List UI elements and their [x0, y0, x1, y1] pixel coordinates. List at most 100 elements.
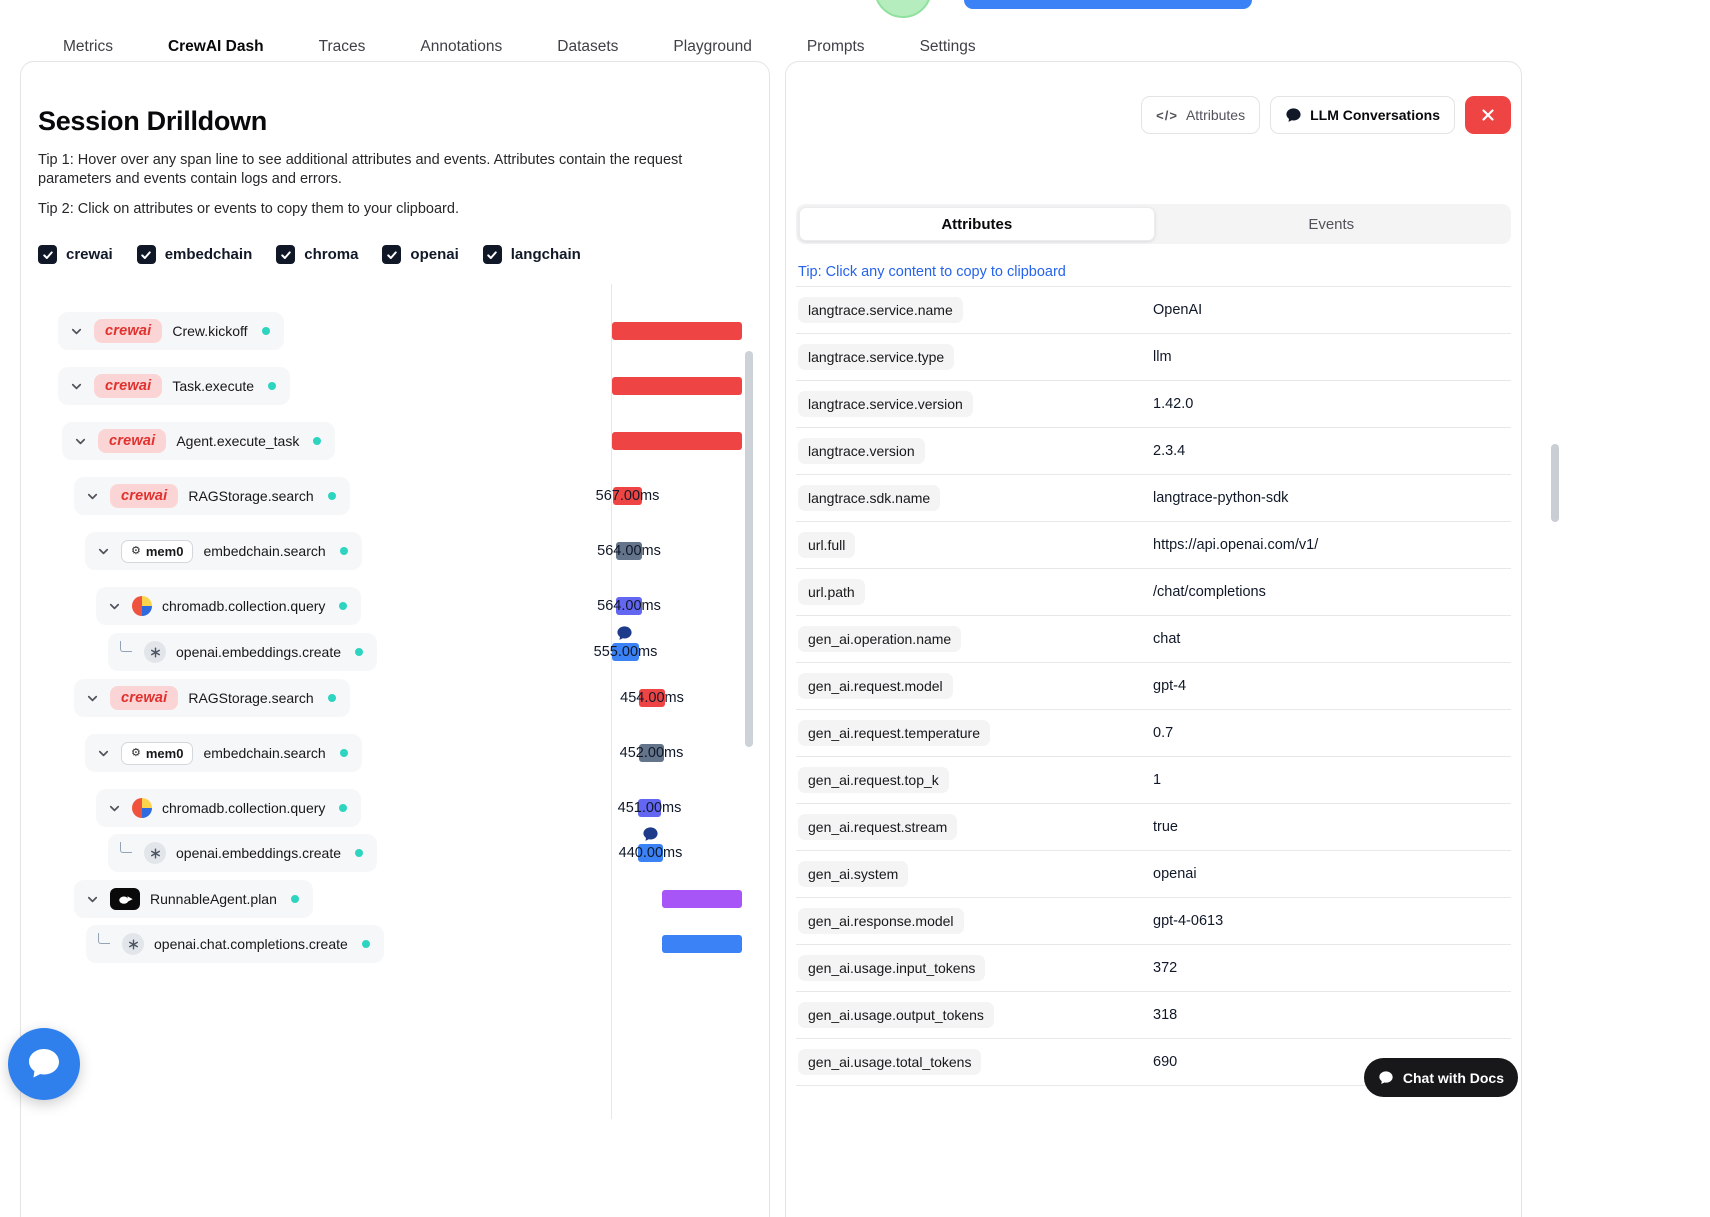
span-bar[interactable] [612, 377, 742, 395]
span-bar[interactable] [662, 935, 742, 953]
attribute-key[interactable]: gen_ai.request.model [798, 673, 953, 699]
span-row[interactable]: openai.chat.completions.create [86, 925, 384, 963]
llm-conversations-button[interactable]: LLM Conversations [1270, 96, 1455, 134]
attribute-value[interactable]: https://api.openai.com/v1/ [1153, 537, 1319, 553]
attribute-key[interactable]: gen_ai.response.model [798, 908, 964, 934]
chat-with-docs-button[interactable]: Chat with Docs [1363, 1058, 1518, 1097]
tab-settings[interactable]: Settings [919, 38, 976, 55]
attribute-value[interactable]: 690 [1153, 1054, 1178, 1070]
attribute-key[interactable]: gen_ai.system [798, 861, 909, 887]
attribute-key[interactable]: gen_ai.usage.input_tokens [798, 955, 986, 981]
span-bar[interactable] [612, 322, 742, 340]
checkbox-embedchain[interactable] [136, 245, 156, 265]
llm-bubble-icon[interactable] [616, 625, 633, 642]
tab-annotations[interactable]: Annotations [420, 38, 503, 55]
span-row[interactable]: ⚙ mem0 embedchain.search [85, 734, 362, 772]
attribute-value[interactable]: 372 [1153, 960, 1178, 976]
attribute-value[interactable]: /chat/completions [1153, 584, 1266, 600]
tab-traces[interactable]: Traces [318, 38, 366, 55]
filter-chroma[interactable]: chroma [276, 245, 358, 265]
avatar[interactable] [874, 0, 932, 18]
span-bar[interactable]: 451.00ms [618, 799, 681, 817]
tab-playground[interactable]: Playground [673, 38, 752, 55]
attribute-key[interactable]: gen_ai.request.stream [798, 814, 958, 840]
span-bar[interactable]: 454.00ms [620, 689, 684, 707]
filter-crewai[interactable]: crewai [38, 245, 113, 265]
attribute-value[interactable]: 1.42.0 [1153, 396, 1194, 412]
chevron-down-icon[interactable] [68, 323, 84, 339]
span-bar[interactable]: 440.00ms [619, 844, 682, 862]
tab-datasets[interactable]: Datasets [557, 38, 619, 55]
chevron-down-icon[interactable] [84, 488, 100, 504]
attribute-value[interactable]: gpt-4-0613 [1153, 913, 1224, 929]
checkbox-chroma[interactable] [276, 245, 296, 265]
close-button[interactable] [1465, 96, 1511, 134]
tree-scrollbar[interactable] [745, 351, 753, 747]
attribute-value[interactable]: 0.7 [1153, 725, 1174, 741]
attribute-value[interactable]: langtrace-python-sdk [1153, 490, 1289, 506]
chevron-down-icon[interactable] [106, 800, 122, 816]
span-row[interactable]: crewai RAGStorage.search [74, 679, 350, 717]
attribute-value[interactable]: 1 [1153, 772, 1162, 788]
tab-crewai-dash[interactable]: CrewAI Dash [150, 38, 282, 70]
span-bar[interactable]: 567.00ms [596, 487, 659, 505]
attribute-value[interactable]: OpenAI [1153, 302, 1203, 318]
attribute-key[interactable]: langtrace.service.name [798, 297, 963, 323]
attribute-key[interactable]: url.full [798, 532, 856, 558]
attribute-key[interactable]: gen_ai.request.temperature [798, 720, 990, 746]
attribute-value[interactable]: chat [1153, 631, 1181, 647]
span-bar[interactable]: 452.00ms [620, 744, 683, 762]
span-row[interactable]: chromadb.collection.query [96, 789, 362, 827]
llm-bubble-icon[interactable] [642, 826, 659, 843]
chevron-down-icon[interactable] [68, 378, 84, 394]
checkbox-openai[interactable] [382, 245, 402, 265]
chevron-down-icon[interactable] [95, 745, 111, 761]
attribute-value[interactable]: 318 [1153, 1007, 1178, 1023]
span-bar[interactable]: 564.00ms [597, 542, 661, 560]
page-scrollbar[interactable] [1551, 444, 1559, 522]
attribute-key[interactable]: langtrace.service.version [798, 391, 973, 417]
chevron-down-icon[interactable] [84, 891, 100, 907]
free-credits-button[interactable]: Get more FREE credits for feedback > [964, 0, 1252, 9]
attribute-key[interactable]: gen_ai.usage.total_tokens [798, 1049, 982, 1075]
attribute-key[interactable]: url.path [798, 579, 865, 605]
attribute-key[interactable]: gen_ai.operation.name [798, 626, 962, 652]
span-bar[interactable]: 564.00ms [597, 597, 661, 615]
span-row[interactable]: crewai Agent.execute_task [62, 422, 336, 460]
chevron-down-icon[interactable] [95, 543, 111, 559]
tab-metrics[interactable]: Metrics [63, 38, 113, 55]
attribute-value[interactable]: true [1153, 819, 1178, 835]
chat-launcher[interactable] [8, 1028, 80, 1100]
span-bar[interactable]: 555.00ms [594, 643, 657, 661]
span-row[interactable]: RunnableAgent.plan [74, 880, 313, 918]
span-row[interactable]: chromadb.collection.query [96, 587, 362, 625]
span-row[interactable]: crewai RAGStorage.search [74, 477, 350, 515]
span-row[interactable]: crewai Crew.kickoff [58, 312, 284, 350]
panel-tab-attributes[interactable]: Attributes [799, 207, 1155, 241]
attribute-key[interactable]: gen_ai.request.top_k [798, 767, 949, 793]
filter-openai[interactable]: openai [382, 245, 459, 265]
filter-langchain[interactable]: langchain [482, 245, 581, 265]
span-bar[interactable] [662, 890, 742, 908]
attribute-key[interactable]: gen_ai.usage.output_tokens [798, 1002, 994, 1028]
span-bar[interactable] [612, 432, 742, 450]
panel-tab-events[interactable]: Events [1308, 215, 1355, 233]
attributes-button[interactable]: </> Attributes [1141, 96, 1261, 134]
span-row[interactable]: openai.embeddings.create [108, 834, 378, 872]
chevron-down-icon[interactable] [84, 690, 100, 706]
attribute-value[interactable]: 2.3.4 [1153, 443, 1186, 459]
checkbox-crewai[interactable] [38, 245, 57, 265]
filter-embedchain[interactable]: embedchain [136, 245, 252, 265]
chevron-down-icon[interactable] [72, 433, 88, 449]
attribute-value[interactable]: llm [1153, 349, 1172, 365]
span-row[interactable]: crewai Task.execute [58, 367, 291, 405]
attribute-key[interactable]: langtrace.service.type [798, 344, 955, 370]
attribute-value[interactable]: openai [1153, 866, 1197, 882]
attribute-value[interactable]: gpt-4 [1153, 678, 1187, 694]
checkbox-langchain[interactable] [482, 245, 502, 265]
span-row[interactable]: ⚙ mem0 embedchain.search [85, 532, 362, 570]
attribute-key[interactable]: langtrace.version [798, 438, 925, 464]
attribute-key[interactable]: langtrace.sdk.name [798, 485, 941, 511]
chevron-down-icon[interactable] [106, 598, 122, 614]
span-row[interactable]: openai.embeddings.create [108, 633, 378, 671]
